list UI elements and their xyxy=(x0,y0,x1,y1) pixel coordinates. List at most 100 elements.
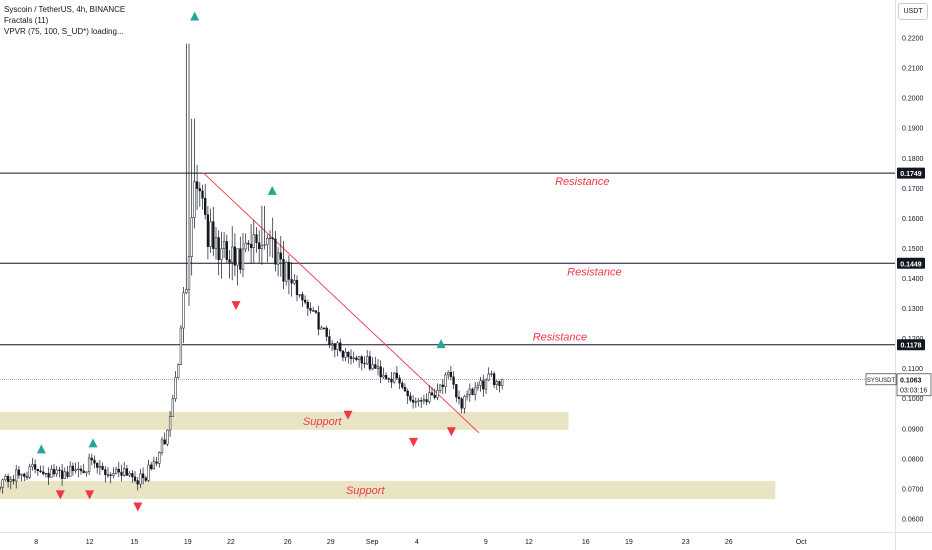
trendline-group[interactable] xyxy=(202,172,480,434)
y-tick-label: 0.0800 xyxy=(902,456,924,463)
candle-body xyxy=(457,396,461,400)
candle-body xyxy=(371,364,374,370)
candle-body xyxy=(20,473,23,476)
level-tag xyxy=(897,257,925,269)
candle-body xyxy=(403,387,407,392)
y-tick-label: 0.1700 xyxy=(902,186,924,193)
candle-body xyxy=(225,241,228,260)
candle-body xyxy=(214,237,218,249)
candle-body xyxy=(287,261,291,280)
candle-body xyxy=(36,468,39,472)
candle-body xyxy=(212,221,215,249)
candle-body xyxy=(152,461,156,470)
candle-body xyxy=(204,197,207,215)
candle-body xyxy=(336,342,339,350)
x-tick-label: 22 xyxy=(227,539,235,546)
candle-body xyxy=(87,457,91,473)
candle-body xyxy=(241,248,245,270)
candle-body xyxy=(487,373,490,381)
candle-body xyxy=(471,388,474,395)
candle-body xyxy=(150,464,153,470)
candle-body xyxy=(295,279,299,295)
candle-body xyxy=(179,327,183,365)
y-tick-label: 0.0900 xyxy=(902,426,924,433)
y-tick-label: 0.0700 xyxy=(902,486,924,493)
y-tick-label: 0.1800 xyxy=(902,156,924,163)
candle-body xyxy=(465,394,469,397)
candle-body xyxy=(290,279,293,284)
candle-body xyxy=(452,376,455,385)
candle-body xyxy=(101,465,104,470)
legend-vpvr[interactable]: VPVR (75, 100, S_UD*) loading... xyxy=(4,27,124,36)
chart-legend: Syscoin / TetherUS, 4h, BINANCE Fractals… xyxy=(4,4,125,37)
x-tick-label: 4 xyxy=(415,539,419,546)
candle-body xyxy=(317,312,320,330)
candle-body xyxy=(198,188,201,192)
candle-body xyxy=(163,439,166,445)
candle-body xyxy=(55,469,58,475)
candle-body xyxy=(222,241,226,249)
candle-body xyxy=(414,401,417,403)
fractal-up-icon xyxy=(190,11,200,21)
candle-body xyxy=(398,377,401,384)
candle-body xyxy=(144,477,147,481)
candle-body xyxy=(344,351,347,358)
y-tick-label: 0.1300 xyxy=(902,306,924,313)
candle-body xyxy=(395,372,399,379)
level-tag-label: 0.1449 xyxy=(900,261,922,268)
candle-body xyxy=(438,384,442,391)
candle-body xyxy=(298,294,301,296)
candle-body xyxy=(492,373,496,386)
legend-symbol[interactable]: Syscoin / TetherUS, 4h, BINANCE xyxy=(4,5,126,14)
candle-body xyxy=(260,245,264,250)
candle-body xyxy=(125,468,129,476)
candle-body xyxy=(406,390,409,397)
fractal-down-icon xyxy=(231,301,241,311)
candle-body xyxy=(158,452,161,464)
annotation-labels: Resistance Resistance Resistance Support Sup… xyxy=(303,176,622,497)
candle-body xyxy=(482,380,485,390)
candle-body xyxy=(333,343,336,350)
candle-body xyxy=(279,252,282,260)
candle-body xyxy=(120,471,123,476)
candle-body xyxy=(417,400,420,402)
chart-pane[interactable] xyxy=(0,0,895,532)
candle-body xyxy=(306,302,309,309)
trendline[interactable] xyxy=(202,172,480,434)
candle-body xyxy=(60,470,64,479)
candle-body xyxy=(90,457,93,461)
candle-body xyxy=(195,181,199,189)
level-tag xyxy=(897,339,925,351)
y-tick-label: 0.1600 xyxy=(902,216,924,223)
candle-body xyxy=(444,374,447,387)
x-tick-label: Sep xyxy=(366,539,379,546)
candle-body xyxy=(17,469,21,476)
x-tick-label: 19 xyxy=(625,539,633,546)
candle-body xyxy=(6,475,10,482)
candle-body xyxy=(71,465,75,471)
resistance-label: Resistance xyxy=(555,176,609,188)
candle-body xyxy=(312,310,315,312)
legend-fractals[interactable]: Fractals (11) xyxy=(4,16,49,25)
symbol-tag xyxy=(865,373,897,386)
currency-button[interactable]: USDT xyxy=(898,3,928,20)
candle-body xyxy=(376,366,380,369)
level-tag-label: 0.1178 xyxy=(900,343,921,350)
price-tag-countdown: 03:03:16 xyxy=(900,387,927,394)
candle-body xyxy=(28,466,31,478)
time-axis[interactable]: 8 12 15 19 22 26 29 Sep 4 9 12 16 19 23 26 Oct xyxy=(34,539,806,546)
candle-body xyxy=(501,379,504,386)
price-tag xyxy=(896,373,932,397)
candle-body xyxy=(96,462,99,468)
candle-body xyxy=(352,357,355,359)
candle-body xyxy=(1,479,4,488)
price-axis[interactable]: 0.2200 0.2100 0.2000 0.1900 0.1800 0.1700 0.16… xyxy=(897,36,925,524)
candle-body xyxy=(368,356,372,370)
candle-body xyxy=(109,474,112,476)
candle-body xyxy=(112,473,115,476)
candle-body xyxy=(382,375,385,378)
candle-body xyxy=(147,464,150,481)
candle-body xyxy=(187,256,191,290)
candle-body xyxy=(128,473,131,476)
